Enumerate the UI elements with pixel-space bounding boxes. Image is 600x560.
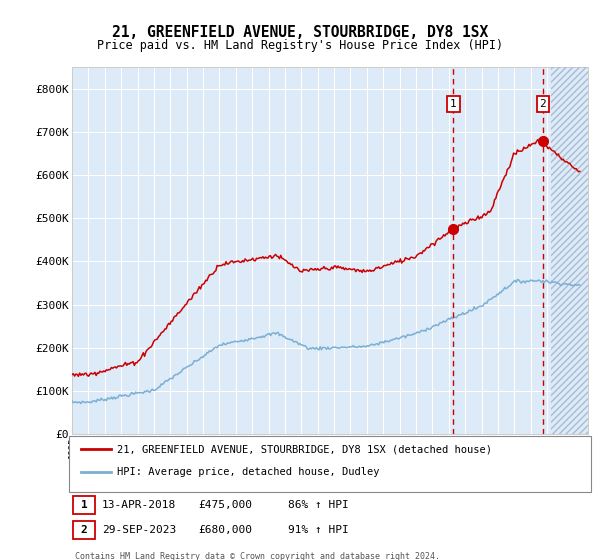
Text: 86% ↑ HPI: 86% ↑ HPI — [288, 500, 349, 510]
Text: Contains HM Land Registry data © Crown copyright and database right 2024.
This d: Contains HM Land Registry data © Crown c… — [75, 552, 440, 560]
Bar — [551, 67, 588, 434]
Text: Price paid vs. HM Land Registry's House Price Index (HPI): Price paid vs. HM Land Registry's House … — [97, 39, 503, 52]
Text: HPI: Average price, detached house, Dudley: HPI: Average price, detached house, Dudl… — [117, 467, 380, 477]
Bar — [551, 67, 588, 434]
Text: 13-APR-2018: 13-APR-2018 — [102, 500, 176, 510]
Text: £475,000: £475,000 — [198, 500, 252, 510]
Text: 91% ↑ HPI: 91% ↑ HPI — [288, 525, 349, 535]
Text: 1: 1 — [80, 500, 88, 510]
Text: 2: 2 — [539, 99, 546, 109]
Text: 21, GREENFIELD AVENUE, STOURBRIDGE, DY8 1SX: 21, GREENFIELD AVENUE, STOURBRIDGE, DY8 … — [112, 25, 488, 40]
Text: £680,000: £680,000 — [198, 525, 252, 535]
Text: 21, GREENFIELD AVENUE, STOURBRIDGE, DY8 1SX (detached house): 21, GREENFIELD AVENUE, STOURBRIDGE, DY8 … — [117, 444, 492, 454]
Text: 29-SEP-2023: 29-SEP-2023 — [102, 525, 176, 535]
Text: 2: 2 — [80, 525, 88, 535]
Text: 1: 1 — [450, 99, 457, 109]
